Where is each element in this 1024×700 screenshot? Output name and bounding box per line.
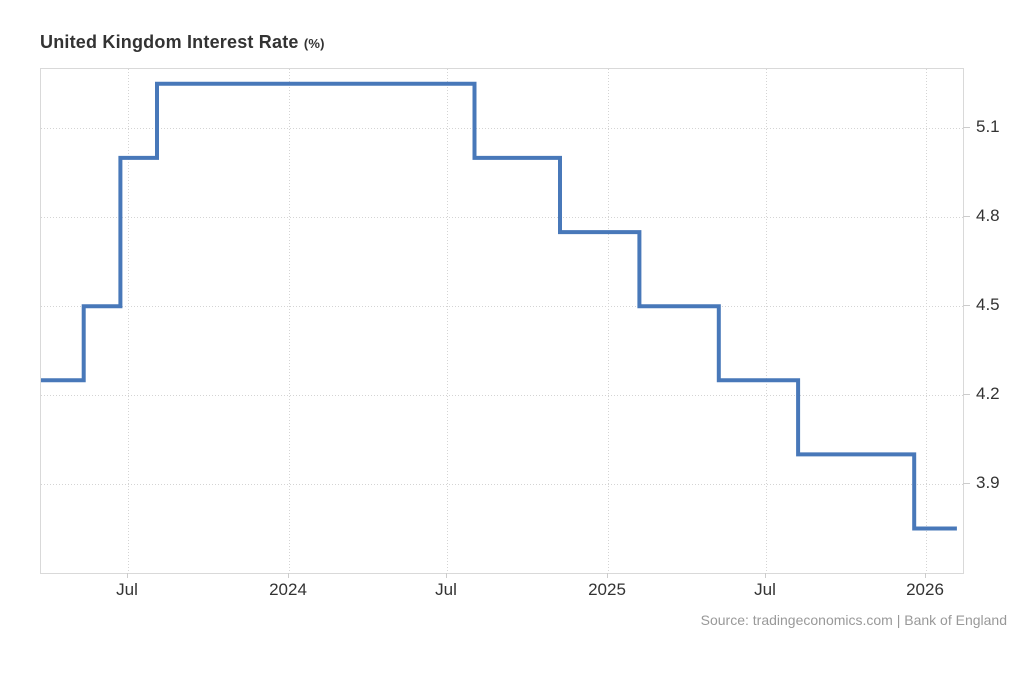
y-axis-tick-label: 5.1 [976,117,1000,136]
y-axis-tick-mark [963,394,970,395]
x-axis-tick-label: 2024 [269,580,307,599]
x-axis-tick-label: Jul [754,580,776,599]
series-line [41,81,957,531]
y-axis-tick-mark [963,305,970,306]
y-axis-tick-label: 4.8 [976,206,1000,225]
y-axis-tick-label: 3.9 [976,473,1000,492]
x-axis-tick-mark [446,573,447,578]
x-axis-tick-label: 2026 [906,580,944,599]
chart-title: United Kingdom Interest Rate (%) [40,32,325,53]
y-axis-tick-label: 4.5 [976,295,1000,314]
chart-svg [41,69,963,573]
y-axis-tick-label: 4.2 [976,384,1000,403]
x-axis-tick-mark [288,573,289,578]
x-axis-tick-mark [607,573,608,578]
x-axis-tick-label: Jul [435,580,457,599]
y-axis-tick-mark [963,483,970,484]
chart-title-unit: (%) [303,36,325,51]
chart-title-text: United Kingdom Interest Rate [40,32,299,52]
plot-area[interactable] [40,68,964,574]
x-axis-tick-mark [765,573,766,578]
y-axis-tick-mark [963,127,970,128]
x-axis-tick-label: Jul [116,580,138,599]
source-credit: Source: tradingeconomics.com | Bank of E… [700,612,1007,628]
x-axis-tick-label: 2025 [588,580,626,599]
x-axis-tick-mark [127,573,128,578]
x-axis-tick-mark [925,573,926,578]
y-axis-tick-mark [963,216,970,217]
